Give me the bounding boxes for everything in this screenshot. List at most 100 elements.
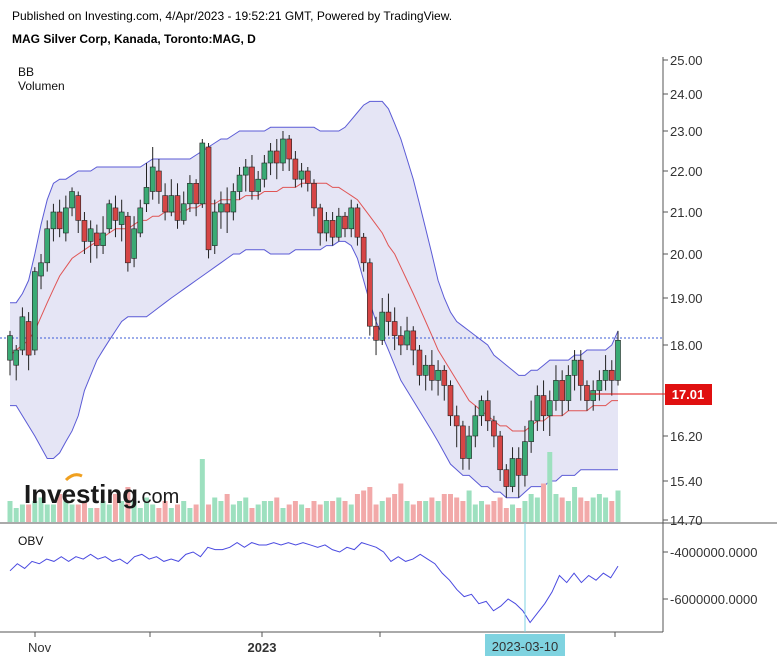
volume-bar — [367, 487, 373, 522]
candle-body — [497, 435, 503, 471]
volume-bar — [112, 494, 118, 522]
volume-bar — [435, 501, 441, 522]
candle-body — [602, 369, 609, 381]
candle-body — [329, 220, 336, 238]
candle-body — [261, 162, 268, 180]
volume-bar — [237, 501, 243, 522]
volume-bar — [323, 501, 329, 522]
candle-body — [453, 415, 460, 427]
volume-bar — [193, 504, 199, 522]
candle-body — [69, 191, 75, 209]
candle-body — [149, 166, 156, 192]
obv-legend: OBV — [18, 534, 43, 548]
published-note: Published on Investing.com, 4/Apr/2023 -… — [12, 9, 453, 23]
volume-bar — [553, 494, 559, 522]
candle-body — [292, 158, 299, 180]
candle-body — [515, 458, 522, 476]
candlesticks — [7, 131, 621, 498]
candle-body — [106, 203, 113, 230]
candle-body — [199, 142, 206, 205]
candle-body — [32, 271, 38, 351]
candle-body — [608, 369, 615, 381]
candle-body — [441, 369, 448, 386]
candle-body — [230, 191, 237, 213]
candle-body — [354, 207, 361, 238]
volume-bar — [206, 504, 212, 522]
candle-body — [379, 311, 386, 341]
candle-body — [50, 211, 57, 230]
volume-bar — [7, 501, 13, 522]
candle-body — [416, 349, 423, 376]
volume-bar — [44, 504, 50, 522]
volume-bar — [379, 501, 385, 522]
candle-body — [211, 211, 218, 246]
volume-bar — [69, 504, 75, 522]
x-tick-nov: Nov — [28, 640, 52, 655]
candle-body — [404, 330, 410, 346]
candle-body — [118, 211, 125, 225]
volume-bar — [472, 504, 478, 522]
volume-bar — [423, 501, 429, 522]
candle-body — [584, 385, 590, 401]
volume-bar — [603, 497, 609, 522]
candle-body — [13, 349, 20, 366]
volume-bar — [565, 501, 571, 522]
volume-bar — [615, 490, 621, 522]
volume-bar — [534, 497, 540, 522]
volume-bar — [503, 508, 509, 522]
volume-bar — [392, 494, 398, 522]
candle-body — [317, 207, 324, 234]
candle-body — [435, 369, 441, 381]
volume-bar — [119, 501, 125, 522]
volume-bar — [354, 494, 360, 522]
volume-bar — [522, 501, 528, 522]
candle-body — [466, 435, 472, 459]
obv-axis-ticks: -4000000.0000 -6000000.0000 — [663, 545, 757, 607]
volume-bar — [528, 494, 534, 522]
volume-bar — [373, 504, 379, 522]
bb-upper — [10, 100, 619, 376]
bb-legend: BB — [18, 65, 34, 79]
y-tick-label: 18.00 — [670, 338, 703, 353]
candle-body — [7, 335, 13, 361]
volume-bar — [460, 501, 466, 522]
candle-body — [87, 228, 94, 242]
y-tick-label: 20.00 — [670, 247, 703, 262]
volume-bar — [447, 494, 453, 522]
volume-bar — [156, 508, 162, 522]
volume-bar — [181, 501, 187, 522]
candle-body — [410, 330, 417, 351]
obv-tick-label: -6000000.0000 — [670, 592, 757, 607]
candle-body — [367, 262, 373, 327]
volume-bar — [299, 504, 305, 522]
candle-body — [112, 207, 119, 221]
volume-bar — [404, 501, 410, 522]
volume-bar — [609, 501, 615, 522]
volume-bar — [342, 501, 348, 522]
candle-body — [81, 220, 88, 242]
volume-bar — [50, 504, 56, 522]
volume-bar — [398, 483, 404, 522]
candle-body — [528, 420, 534, 442]
last-price-text: 17.01 — [672, 387, 705, 402]
volume-bar — [590, 497, 596, 522]
candle-body — [224, 203, 230, 213]
candle-body — [63, 207, 69, 234]
volume-bar — [441, 494, 447, 522]
candle-body — [249, 166, 255, 192]
y-tick-label: 19.00 — [670, 291, 703, 306]
volume-bar — [286, 504, 292, 522]
volume-bar — [261, 501, 267, 522]
volume-bar — [572, 487, 578, 522]
volume-bar — [268, 501, 274, 522]
candle-body — [323, 220, 330, 234]
candle-body — [168, 195, 175, 213]
candle-body — [236, 174, 243, 192]
volume-bar — [336, 497, 342, 522]
volume-bar — [75, 504, 81, 522]
candle-body — [187, 183, 193, 205]
candle-body — [311, 183, 317, 209]
volume-bar — [416, 501, 422, 522]
time-axis-ticks: Nov 2023 — [28, 632, 616, 655]
